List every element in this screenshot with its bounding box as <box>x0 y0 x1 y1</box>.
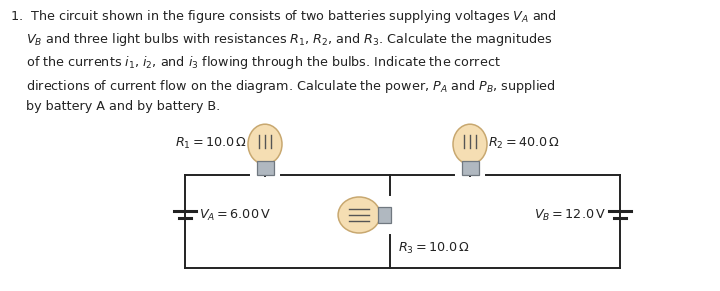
Text: $V_B = 12.0\,\mathrm{V}$: $V_B = 12.0\,\mathrm{V}$ <box>534 207 606 223</box>
Ellipse shape <box>338 197 380 233</box>
Ellipse shape <box>453 124 487 164</box>
Text: $V_A = 6.00\,\mathrm{V}$: $V_A = 6.00\,\mathrm{V}$ <box>199 207 271 223</box>
Text: $R_1 = 10.0\,\Omega$: $R_1 = 10.0\,\Omega$ <box>175 135 247 150</box>
Text: $R_2 = 40.0\,\Omega$: $R_2 = 40.0\,\Omega$ <box>488 135 560 150</box>
Bar <box>378 207 391 223</box>
Bar <box>256 161 274 175</box>
Bar <box>462 161 479 175</box>
Text: $R_3 = 10.0\,\Omega$: $R_3 = 10.0\,\Omega$ <box>398 241 470 256</box>
Ellipse shape <box>248 124 282 164</box>
Text: 1.  The circuit shown in the figure consists of two batteries supplying voltages: 1. The circuit shown in the figure consi… <box>10 8 557 113</box>
